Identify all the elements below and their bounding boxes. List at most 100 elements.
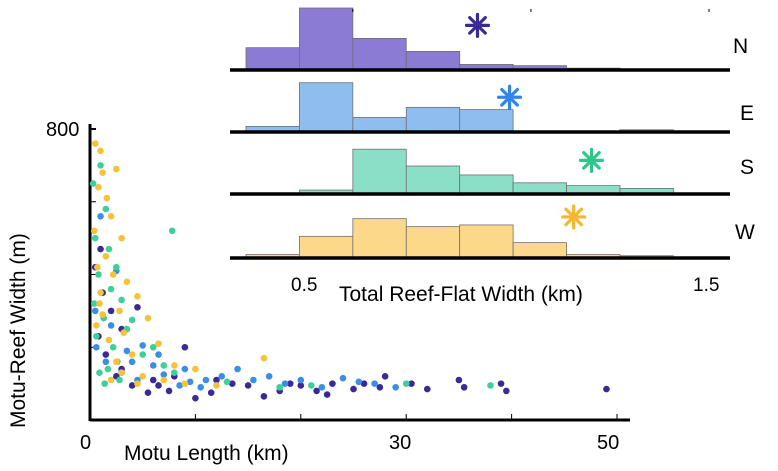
scatter-point-series-3 — [134, 293, 141, 300]
scatter-point-series-0 — [603, 385, 610, 393]
mean-star-e — [496, 84, 523, 110]
scatter-point-series-2 — [109, 343, 117, 351]
hist-bar-e — [405, 106, 461, 133]
scatter-point-series-2 — [101, 380, 109, 387]
scatter-point-series-2 — [223, 378, 231, 386]
scatter-point-series-1 — [176, 382, 183, 389]
scatter-point-series-0 — [329, 380, 336, 387]
hist-bar-n — [245, 47, 300, 71]
scatter-point-series-3 — [107, 213, 115, 220]
scatter-point-series-3 — [93, 322, 100, 329]
scatter-point-series-3 — [160, 376, 168, 384]
scatter-y-axis-label: Motu-Reef Width (m) — [7, 233, 30, 428]
scatter-point-series-3 — [96, 300, 103, 307]
scatter-point-series-2 — [168, 227, 176, 235]
scatter-point-series-1 — [234, 365, 241, 373]
scatter-x-tick-50: 50 — [597, 432, 620, 454]
scatter-point-series-0 — [228, 380, 236, 387]
scatter-point-series-2 — [139, 351, 146, 358]
scatter-point-series-1 — [297, 376, 305, 384]
scatter-point-series-2 — [96, 369, 103, 377]
mean-star-stroke — [468, 15, 487, 35]
scatter-point-series-1 — [97, 213, 104, 220]
scatter-point-series-0 — [313, 387, 320, 395]
scatter-point-series-3 — [99, 169, 106, 176]
scatter-point-series-2 — [308, 382, 315, 389]
scatter-point-series-0 — [149, 376, 157, 384]
scatter-point-series-0 — [381, 373, 389, 380]
scatter-point-series-3 — [90, 227, 98, 235]
scatter-point-series-0 — [260, 393, 268, 400]
scatter-point-series-0 — [213, 376, 220, 384]
scatter-point-series-0 — [128, 382, 136, 389]
hist-bar-s — [405, 165, 461, 195]
scatter-point-series-0 — [181, 343, 189, 351]
scatter-point-series-2 — [102, 205, 110, 213]
scatter-point-series-0 — [97, 245, 104, 253]
scatter-point-series-0 — [192, 394, 199, 402]
scatter-point-series-1 — [197, 383, 204, 391]
mean-star-s — [578, 147, 605, 173]
scatter-point-series-1 — [392, 383, 399, 391]
hist-bar-n — [352, 37, 407, 71]
scatter-point-series-1 — [155, 351, 162, 358]
scatter-point-series-0 — [244, 382, 252, 389]
scatter-point-series-0 — [144, 389, 152, 397]
scatter-point-series-0 — [360, 380, 368, 387]
scatter-point-series-0 — [107, 307, 115, 315]
scatter-point-series-2 — [91, 234, 99, 242]
scatter-point-series-0 — [102, 351, 110, 358]
scatter-point-series-1 — [355, 378, 363, 386]
scatter-point-series-0 — [455, 376, 463, 384]
panel-label-s: S — [740, 156, 755, 179]
hist-bar-n — [299, 7, 354, 71]
scatter-point-series-1 — [181, 365, 189, 373]
scatter-point-series-3 — [113, 165, 120, 173]
scatter-point-series-3 — [260, 354, 268, 362]
scatter-point-series-1 — [371, 380, 378, 387]
mean-star-stroke — [564, 207, 584, 227]
hist-bar-w — [405, 226, 461, 259]
scatter-point-series-2 — [113, 263, 120, 271]
scatter-point-series-2 — [105, 245, 113, 253]
scatter-point-series-2 — [107, 285, 115, 293]
scatter-x-tick-0: 0 — [80, 432, 92, 454]
histogram-panels — [230, 7, 730, 260]
scatter-point-series-1 — [93, 343, 100, 351]
scatter-point-series-3 — [171, 362, 178, 369]
scatter-point-series-3 — [116, 307, 123, 315]
mean-star-n — [464, 12, 491, 38]
hist-bar-e — [352, 117, 407, 133]
scatter-point-series-1 — [160, 371, 168, 378]
scatter-point-series-3 — [105, 336, 113, 344]
scatter-point-series-3 — [102, 253, 110, 260]
scatter-point-series-3 — [99, 311, 106, 318]
hist-bar-w — [459, 224, 514, 259]
scatter-point-series-1 — [149, 362, 157, 369]
scatter-point-series-2 — [276, 383, 284, 391]
scatter-point-series-3 — [134, 380, 141, 387]
scatter-y-tick-800: 800 — [46, 119, 80, 141]
scatter-point-series-3 — [91, 140, 99, 147]
scatter-point-series-2 — [149, 343, 157, 351]
scatter-plot — [88, 124, 630, 422]
scatter-point-series-0 — [134, 303, 141, 311]
hist-x-tick-1.5: 1.5 — [693, 275, 720, 296]
scatter-point-series-1 — [186, 378, 194, 386]
scatter-point-series-3 — [192, 365, 199, 373]
mean-star-stroke — [582, 151, 601, 170]
hist-bar-w — [512, 242, 567, 259]
scatter-point-series-0 — [423, 385, 431, 393]
scatter-point-series-3 — [139, 373, 146, 380]
scatter-point-series-2 — [89, 180, 97, 187]
scatter-point-series-2 — [171, 369, 178, 377]
hist-bar-n — [405, 51, 461, 71]
hist-bar-s — [459, 174, 514, 195]
scatter-point-series-1 — [265, 373, 273, 380]
panel-label-n: N — [733, 35, 749, 58]
scatter-point-series-3 — [155, 340, 162, 347]
scatter-point-series-3 — [118, 234, 125, 242]
scatter-point-series-3 — [181, 380, 189, 387]
scatter-point-series-0 — [376, 383, 384, 391]
